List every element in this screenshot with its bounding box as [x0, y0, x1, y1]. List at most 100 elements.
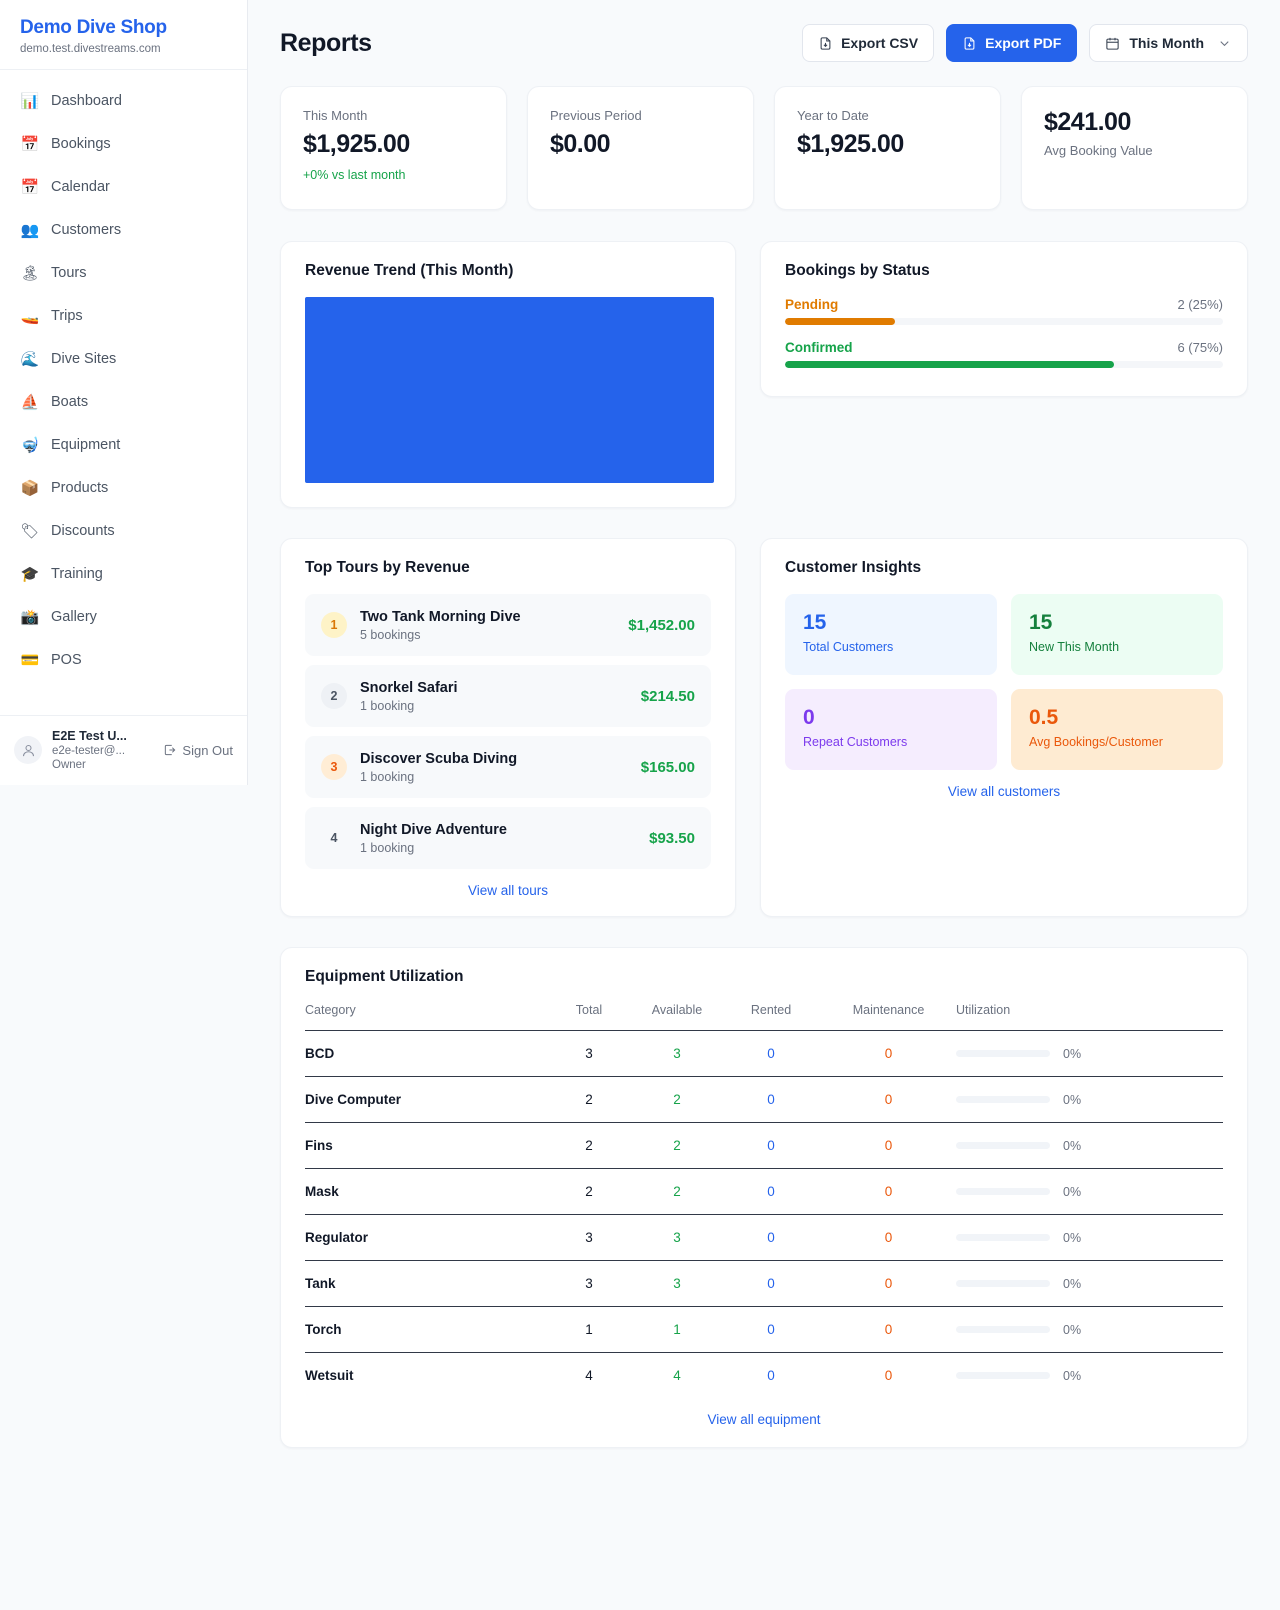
sidebar-item-trips[interactable]: 🚤 Trips: [0, 295, 247, 338]
equipment-category: Wetsuit: [305, 1368, 354, 1383]
tour-rank-badge: 1: [321, 612, 347, 638]
utilization-percent: 0%: [1063, 1184, 1082, 1199]
table-row: Regulator 3 3 0 0 0%: [305, 1214, 1223, 1261]
top-tours-panel: Top Tours by Revenue 1 Two Tank Morning D…: [280, 538, 736, 917]
header-actions: Export CSV Export PDF This Month: [802, 24, 1248, 62]
table-row: Dive Computer 2 2 0 0 0%: [305, 1076, 1223, 1123]
sidebar-item-calendar[interactable]: 📅 Calendar: [0, 166, 247, 209]
bookings-status-title: Bookings by Status: [785, 262, 930, 279]
export-pdf-label: Export PDF: [985, 35, 1062, 51]
sidebar-item-training[interactable]: 🎓 Training: [0, 553, 247, 596]
tour-name: Two Tank Morning Dive: [360, 608, 521, 625]
sidebar-item-boats[interactable]: ⛵ Boats: [0, 381, 247, 424]
equipment-utilization-title: Equipment Utilization: [305, 968, 464, 985]
insight-value: 15: [1029, 611, 1053, 634]
status-name: Pending: [785, 297, 839, 312]
stat-delta: +0% vs last month: [303, 168, 406, 182]
equipment-utilization-cell: 0%: [956, 1168, 1223, 1215]
tour-row[interactable]: 4 Night Dive Adventure 1 booking $93.50: [305, 807, 711, 869]
brand-subtitle: demo.test.divestreams.com: [20, 42, 161, 55]
view-all-tours-link[interactable]: View all tours: [467, 883, 549, 898]
equipment-utilization-cell: 0%: [956, 1030, 1223, 1077]
equipment-maintenance: 0: [821, 1214, 956, 1261]
equipment-utilization-cell: 0%: [956, 1214, 1223, 1261]
insight-value: 0.5: [1029, 706, 1059, 729]
utilization-bar: [956, 1326, 1050, 1333]
stat-value: $1,925.00: [797, 130, 904, 158]
equipment-maintenance: 0: [821, 1168, 956, 1215]
period-select[interactable]: This Month: [1089, 24, 1248, 62]
user-name: E2E Test U...: [52, 728, 127, 743]
stat-value: $1,925.00: [303, 130, 410, 158]
bookings-status-panel: Bookings by Status Pending 2 (25%) Confirm…: [760, 241, 1248, 397]
chevron-down-icon: [1220, 40, 1229, 46]
sidebar-item-label: Training: [51, 566, 103, 582]
sidebar-item-label: Discounts: [51, 523, 115, 539]
sidebar-item-label: Dashboard: [51, 93, 122, 109]
utilization-bar: [956, 1372, 1050, 1379]
file-download-icon: [964, 36, 975, 50]
sidebar-item-label: Trips: [51, 308, 83, 324]
sidebar-item-equipment[interactable]: 🤿 Equipment: [0, 424, 247, 467]
customer-insight-card: 0.5 Avg Bookings/Customer: [1011, 689, 1223, 770]
customer-insights-title: Customer Insights: [785, 559, 922, 576]
discounts-icon: 🏷: [20, 522, 40, 540]
sidebar-item-customers[interactable]: 👥 Customers: [0, 209, 247, 252]
tour-row[interactable]: 2 Snorkel Safari 1 booking $214.50: [305, 665, 711, 727]
user-role: Owner: [52, 759, 86, 772]
training-icon: 🎓: [20, 565, 40, 583]
sidebar-user-footer: E2E Test U... e2e-tester@... Owner Sign …: [0, 714, 247, 785]
utilization-percent: 0%: [1063, 1230, 1082, 1245]
view-all-equipment-link[interactable]: View all equipment: [707, 1412, 821, 1427]
view-all-customers-link[interactable]: View all customers: [947, 784, 1061, 799]
sidebar-item-discounts[interactable]: 🏷 Discounts: [0, 510, 247, 553]
tour-row[interactable]: 1 Two Tank Morning Dive 5 bookings $1,452.0…: [305, 594, 711, 656]
sidebar-item-pos[interactable]: 💳 POS: [0, 639, 247, 682]
sidebar-item-gallery[interactable]: 📸 Gallery: [0, 596, 247, 639]
tour-row[interactable]: 3 Discover Scuba Diving 1 booking $165.00: [305, 736, 711, 798]
insight-label: New This Month: [1029, 640, 1120, 655]
main-content: Reports Export CSV Export PDF This Month…: [248, 0, 1280, 1610]
export-pdf-button[interactable]: Export PDF: [946, 24, 1078, 62]
file-download-icon: [820, 36, 831, 50]
equipment-maintenance: 0: [821, 1030, 956, 1077]
sidebar-item-products[interactable]: 📦 Products: [0, 467, 247, 510]
stat-value: $0.00: [550, 130, 611, 158]
page-title: Reports: [280, 28, 372, 57]
column-header: Utilization: [956, 1003, 1223, 1031]
equipment-category: Dive Computer: [305, 1076, 545, 1123]
equipment-rented: 0: [767, 1368, 775, 1383]
status-progress-fill: [785, 318, 895, 325]
tour-bookings-count: 1 booking: [360, 770, 415, 785]
sidebar-item-label: Customers: [51, 222, 122, 238]
equipment-available: 2: [633, 1122, 721, 1169]
equipment-total: 2: [545, 1122, 633, 1169]
insight-value: 15: [803, 611, 827, 634]
sidebar-item-label: Equipment: [51, 437, 121, 453]
sidebar-item-dive-sites[interactable]: 🌊 Dive Sites: [0, 338, 247, 381]
page-header: Reports Export CSV Export PDF This Month: [280, 24, 1248, 62]
equipment-category: Mask: [305, 1168, 545, 1215]
top-tours-list: 1 Two Tank Morning Dive 5 bookings $1,452.0…: [305, 594, 711, 869]
sidebar-item-label: Products: [51, 480, 109, 496]
equipment-total: 1: [545, 1306, 633, 1353]
table-row: Wetsuit 4 4 0 0 0%: [305, 1353, 1223, 1399]
charts-row: Revenue Trend (This Month) Bookings by S…: [280, 241, 1248, 508]
utilization-percent: 0%: [1063, 1276, 1082, 1291]
insights-row: Top Tours by Revenue 1 Two Tank Morning D…: [280, 538, 1248, 917]
equipment-rented: 0: [721, 1076, 821, 1123]
equipment-category: Fins: [305, 1122, 545, 1169]
sidebar-item-bookings[interactable]: 📅 Bookings: [0, 123, 247, 166]
tour-revenue: $93.50: [649, 829, 695, 847]
equipment-rented: 0: [721, 1168, 821, 1215]
sidebar-item-dashboard[interactable]: 📊 Dashboard: [0, 80, 247, 123]
equipment-utilization-cell: 0%: [956, 1306, 1223, 1353]
sidebar-item-tours[interactable]: 🏝 Tours: [0, 252, 247, 295]
export-csv-button[interactable]: Export CSV: [802, 24, 935, 62]
user-icon: [22, 744, 34, 756]
top-tours-title: Top Tours by Revenue: [305, 559, 470, 576]
table-row: Mask 2 2 0 0 0%: [305, 1168, 1223, 1215]
equipment-maintenance: 0: [821, 1260, 956, 1307]
sign-out-button[interactable]: Sign Out: [163, 743, 233, 758]
